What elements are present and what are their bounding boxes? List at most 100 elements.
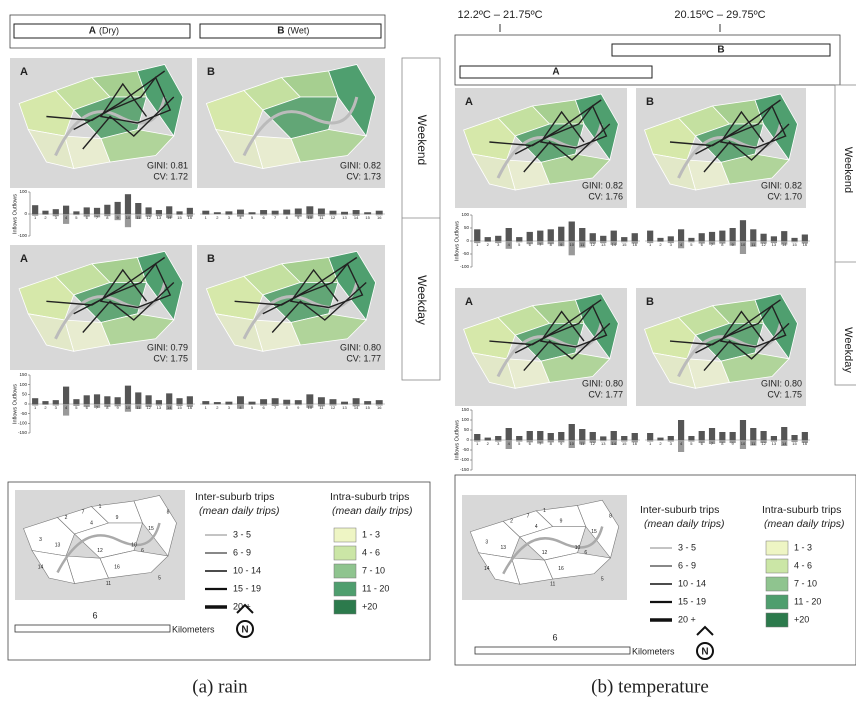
outflow-bar [801,440,808,443]
inflow-bar [770,436,777,440]
category-label: 1 [34,215,37,220]
outflow-bar [781,440,788,446]
outflow-bar [260,214,268,216]
outflow-bar [589,440,596,443]
trip-line [234,256,358,306]
inflow-bar [42,401,49,404]
category-label: 8 [550,242,553,247]
outflow-bar [537,440,544,444]
y-tick-label: -50 [20,411,27,416]
category-label: 1 [649,242,652,247]
inflow-bar [667,236,674,241]
inflow-bar [375,210,383,214]
category-label: 12 [761,242,766,247]
suburb-number: 15 [591,529,597,535]
outflow-bar [202,404,210,405]
suburb-number: 13 [55,542,61,548]
inflow-bar [568,424,575,440]
outflow-bar [63,404,70,416]
outflow-bar [93,214,101,218]
suburb-number: 12 [97,548,103,554]
category-label: 14 [354,215,359,220]
inflow-bar [73,211,80,214]
river [502,526,604,575]
inflow-bar [537,431,544,440]
inflow-bar [364,401,372,404]
outflow-bar [83,404,90,407]
category-label: 16 [803,242,808,247]
outflow-bar [708,241,716,245]
outflow-bar [104,404,111,407]
inflow-bar [124,194,132,214]
suburb-outline [577,499,620,559]
category-label: 11 [136,405,141,410]
category-label: 15 [365,405,370,410]
inflow-bar [341,211,348,214]
legend-item: 20 + [233,601,251,611]
inflow-bar [104,396,111,404]
category-label: 16 [803,441,808,446]
inflow-bar [93,207,101,214]
category-label: 4 [508,441,511,446]
outflow-bar [329,404,337,406]
outflow-bar [750,440,757,446]
category-label: 9 [732,441,735,446]
suburb-number: 13 [500,545,506,551]
trip-line [271,281,367,333]
suburb-number: 14 [38,564,44,570]
inflow-bar [558,226,565,241]
category-label: 16 [633,441,638,446]
category-label: 9 [560,242,563,247]
inflow-bar [114,397,121,404]
north-arrow [696,642,714,660]
category-label: 6 [262,405,265,410]
category-label: 9 [117,215,120,220]
legend-title: Intra-suburb trips [762,504,841,516]
inflow-bar [719,230,726,241]
gini: GINI: 0.80 [582,378,623,388]
outflow-bar [271,404,279,406]
inflow-bar [248,401,256,404]
river [242,96,359,157]
suburb-number: 11 [106,581,111,587]
category-label: 4 [508,242,511,247]
legend-item: +20 [362,601,377,611]
inflow-bar [484,237,491,241]
outflow-bar [600,241,607,244]
trip-line [82,96,175,150]
category-label: 3 [55,405,58,410]
gini: GINI: 0.81 [147,160,188,170]
category-label: 16 [377,405,382,410]
category-label: 16 [377,215,382,220]
category-label: 2 [216,215,219,220]
inflow-bar [526,431,533,440]
outflow-bar [678,241,685,249]
map-label: A [465,296,473,308]
inflow-bar [610,431,617,440]
category-label: 11 [580,242,585,247]
suburb-number: 11 [550,582,555,588]
category-label: 7 [274,215,277,220]
outflow-bar [317,214,325,217]
trip-line [262,262,364,315]
inflow-bar [516,237,523,241]
outflow-bar [495,440,502,442]
outflow-bar [166,404,173,410]
header-condition: (Dry) [99,25,119,35]
outflow-bar [375,404,383,406]
category-label: 12 [331,405,336,410]
inflow-bar [484,437,491,440]
category-label: 8 [286,405,289,410]
y-tick-label: 150 [19,372,27,377]
inflow-bar [600,235,607,241]
y-tick-label: -50 [462,447,469,452]
gini: GINI: 0.82 [761,180,802,190]
range-label: 20.15ºC – 29.75ºC [674,9,765,21]
inflow-bar [260,399,268,404]
outflow-bar [631,241,638,244]
outflow-bar [589,241,596,244]
inflow-bar [729,432,736,440]
legend-item: +20 [794,614,809,624]
category-label: 1 [476,242,479,247]
y-axis-label: Inflows Outflows [12,194,18,234]
